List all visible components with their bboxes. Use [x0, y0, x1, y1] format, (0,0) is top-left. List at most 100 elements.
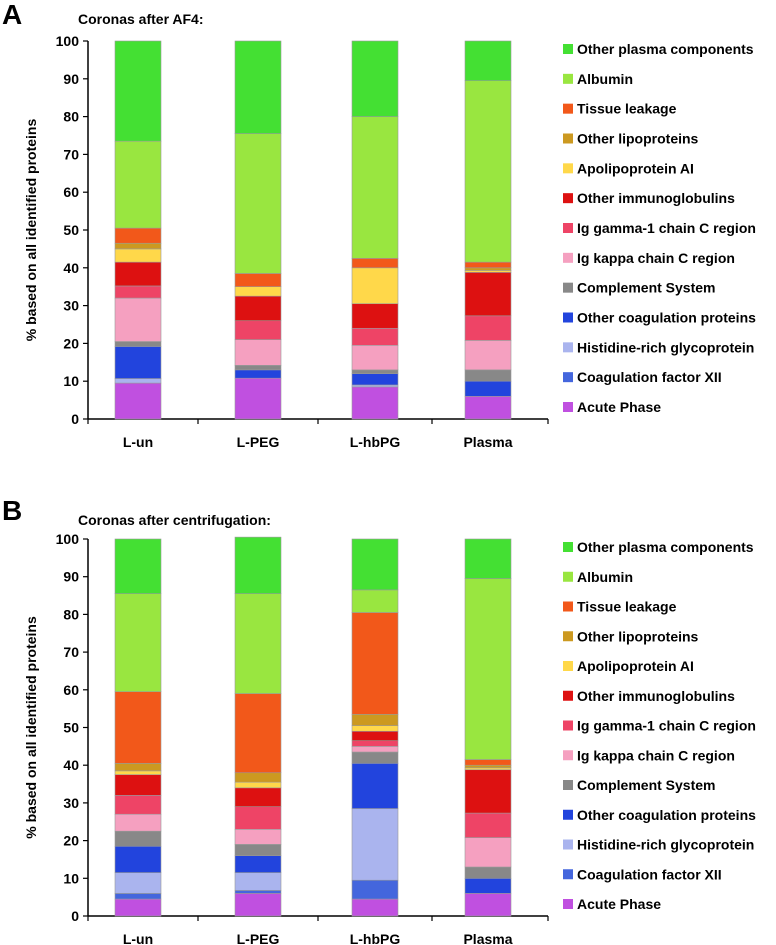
bar-segment — [114, 538, 162, 594]
x-category-label: Plasma — [463, 931, 512, 945]
bar-segment — [234, 844, 282, 856]
legend-label: Ig kappa chain C region — [577, 250, 735, 266]
bar-segment — [234, 693, 282, 774]
bar-segment — [464, 396, 512, 420]
bar-segment — [234, 787, 282, 807]
y-axis-title: % based on all identified proteins — [23, 119, 39, 342]
x-category-label: L-un — [123, 931, 153, 945]
legend-swatch — [563, 44, 573, 54]
legend-swatch — [563, 809, 573, 820]
bar-segment — [234, 890, 282, 894]
bar-segment — [464, 759, 512, 766]
bar-segment — [234, 273, 282, 288]
bar-segment — [351, 730, 399, 741]
bar-segment — [114, 285, 162, 299]
legend-swatch — [563, 690, 573, 701]
bar-segment — [234, 536, 282, 594]
bar-segment — [464, 272, 512, 317]
legend-swatch — [563, 282, 573, 293]
legend-swatch — [563, 73, 573, 84]
bar-segment — [351, 344, 399, 371]
y-tick-label: 80 — [63, 606, 79, 622]
bar-segment — [114, 774, 162, 796]
bar-segment — [351, 303, 399, 329]
legend-swatch — [563, 312, 573, 323]
legend-label: Other lipoproteins — [577, 131, 699, 147]
legend-label: Other plasma components — [577, 41, 754, 57]
bar-segment — [114, 763, 162, 772]
legend-label: Tissue leakage — [577, 599, 677, 615]
bar-segment — [351, 898, 399, 917]
bar-segment — [114, 770, 162, 775]
bar-segment — [351, 538, 399, 591]
bar-segment — [234, 320, 282, 340]
y-tick-label: 60 — [63, 184, 79, 200]
x-category-label: L-hbPG — [350, 931, 401, 945]
bar-segment — [351, 763, 399, 809]
bar-segment — [234, 781, 282, 789]
bar-segment — [114, 40, 162, 142]
panel-letter-a: A — [2, 0, 22, 30]
legend-label: Albumin — [577, 569, 633, 585]
legend-label: Other immunoglobulins — [577, 688, 735, 704]
panel-a-chart: 0 10 20 30 40 50 60 70 80 90 100 L-un L-PEG L-hbPG Pla… — [23, 33, 756, 450]
bar-segment — [464, 261, 512, 269]
legend-swatch — [563, 601, 573, 612]
legend-label: Complement System — [577, 777, 715, 793]
legend-label: Coagulation factor XII — [577, 866, 722, 882]
bar-segment — [234, 828, 282, 845]
bar-segment — [234, 377, 282, 420]
legend-swatch — [563, 631, 573, 642]
y-axis-title: % based on all identified proteins — [23, 616, 39, 839]
panel-letter-b: B — [2, 495, 22, 526]
bar-segment — [464, 893, 512, 917]
bar-segment — [464, 877, 512, 894]
panel-a-subtitle: Coronas after AF4: — [78, 11, 204, 27]
legend-swatch — [563, 571, 573, 582]
bar-segment — [464, 837, 512, 868]
bar-segment — [234, 133, 282, 274]
y-tick-label: 90 — [63, 71, 79, 87]
legend-label: Coagulation factor XII — [577, 369, 722, 385]
bar-segment — [351, 589, 399, 613]
bar-segment — [351, 373, 399, 386]
legend-swatch — [563, 869, 573, 880]
y-tick-label: 20 — [63, 335, 79, 351]
legend-label: Other immunoglobulins — [577, 190, 735, 206]
y-tick-label: 50 — [63, 720, 79, 736]
legend-swatch — [563, 750, 573, 761]
legend-swatch — [563, 661, 573, 671]
y-tick-label: 0 — [71, 411, 79, 427]
legend-label: Other coagulation proteins — [577, 310, 756, 326]
bar-segment — [464, 40, 512, 81]
bar-segment — [351, 751, 399, 764]
y-tick-label: 90 — [63, 569, 79, 585]
legend-swatch — [563, 223, 573, 233]
bar-segment — [234, 806, 282, 830]
legend-label: Albumin — [577, 71, 633, 87]
bar-segment — [464, 538, 512, 579]
legend-swatch — [563, 133, 573, 144]
bar-segment — [114, 297, 162, 342]
bar-segment — [351, 808, 399, 881]
bar-segment — [464, 80, 512, 263]
bar-segment — [234, 593, 282, 694]
bar-segment — [114, 898, 162, 917]
bar-segment — [114, 227, 162, 244]
legend-swatch — [563, 542, 573, 552]
legend-swatch — [563, 372, 573, 383]
panel-b-chart: 0 10 20 30 40 50 60 70 80 90 100 L-un L-PEG L-hbPG Pla… — [23, 531, 756, 945]
bar-segment — [464, 812, 512, 838]
y-tick-label: 0 — [71, 908, 79, 924]
bar-segment — [464, 380, 512, 397]
bar-segment — [351, 740, 399, 747]
legend-swatch — [563, 899, 573, 909]
x-category-label: L-hbPG — [350, 434, 401, 450]
bar-segment — [114, 872, 162, 894]
bar-segment — [114, 813, 162, 832]
bar-segment — [351, 714, 399, 726]
bar-segment — [464, 369, 512, 382]
bar-segment — [114, 382, 162, 420]
legend-label: Acute Phase — [577, 399, 661, 415]
legend-label: Tissue leakage — [577, 101, 677, 117]
